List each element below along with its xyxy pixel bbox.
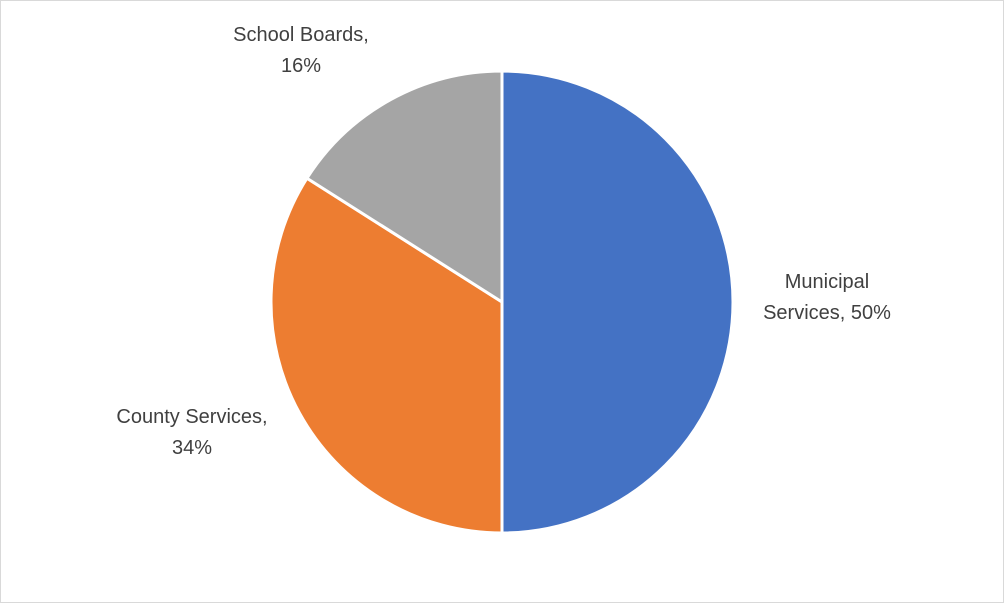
data-label-line: County Services, [116, 406, 267, 428]
data-label-line: Municipal [785, 271, 869, 293]
pie-labels: Municipal Services, 50% County Services, 34… [116, 24, 891, 459]
data-label-line: Services, 50% [763, 302, 891, 324]
slice-municipal-services [500, 69, 735, 535]
data-label-line: 16% [281, 55, 321, 77]
slice-school-boards [305, 69, 504, 304]
data-label-line: School Boards, [233, 24, 369, 46]
data-label-school-boards: School Boards, 16% [233, 24, 369, 77]
data-label-line: 34% [172, 437, 212, 459]
pie-slices [269, 69, 735, 535]
data-label-municipal-services: Municipal Services, 50% [763, 271, 891, 324]
data-label-county-services: County Services, 34% [116, 406, 267, 459]
